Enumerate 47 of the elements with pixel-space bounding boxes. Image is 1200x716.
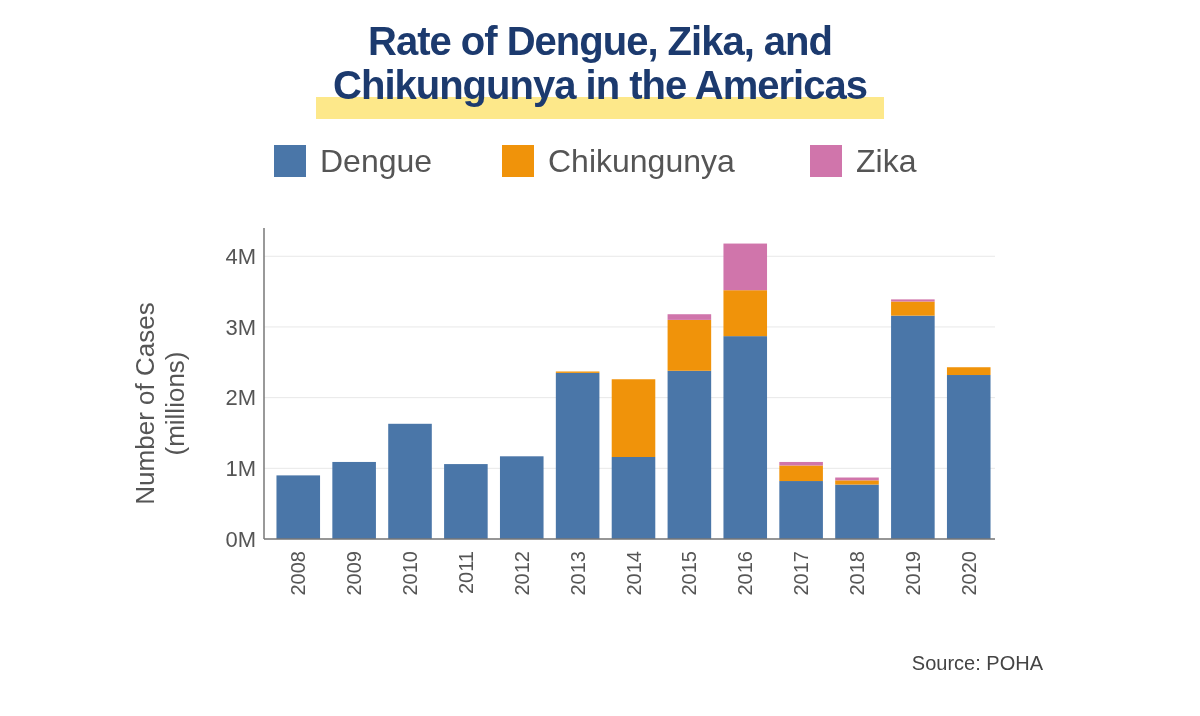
x-tick-label: 2018 (845, 551, 868, 596)
y-tick-label: 4M (225, 243, 256, 269)
bar (835, 484, 879, 539)
bar (667, 319, 712, 371)
bar (611, 457, 656, 539)
source-note: Source: POHA (911, 652, 1044, 674)
x-tick-label: 2010 (399, 551, 422, 596)
bar (667, 370, 712, 539)
x-tick-label: 2015 (678, 551, 701, 596)
x-tick-label: 2019 (901, 551, 924, 596)
bar (276, 475, 321, 539)
x-tick-label: 2012 (510, 551, 533, 596)
x-tick-label: 2011 (454, 551, 477, 595)
bar (835, 480, 879, 485)
x-tick-label: 2017 (790, 551, 813, 596)
bar (332, 461, 376, 539)
bar (723, 243, 768, 291)
y-tick-label: 1M (225, 456, 256, 482)
chart-title: Rate of Dengue, Zika, and Chikungunya in the Americas (333, 19, 867, 107)
bar (723, 290, 768, 337)
bar (499, 456, 544, 539)
x-tick-label: 2020 (957, 551, 980, 596)
bar (891, 299, 935, 302)
bar (611, 379, 656, 458)
y-tick-label: 0M (225, 526, 256, 552)
x-tick-label: 2016 (734, 551, 757, 596)
legend-label: Dengue (320, 143, 433, 179)
legend-label: Chikungunya (548, 143, 735, 179)
x-tick-label: 2014 (622, 551, 645, 596)
legend-label: Zika (856, 143, 917, 179)
bar (891, 301, 935, 316)
bar (891, 315, 935, 539)
bar (444, 464, 488, 539)
bar (388, 423, 432, 539)
bar (946, 375, 991, 539)
bar (946, 367, 991, 376)
x-tick-label: 2008 (287, 551, 310, 596)
bar (723, 336, 768, 539)
bar (779, 465, 823, 482)
y-axis-title: Number of Cases (millions) (130, 302, 190, 505)
y-tick-label: 3M (225, 314, 256, 340)
bar (667, 314, 712, 320)
x-tick-label: 2013 (566, 551, 589, 596)
y-tick-label: 2M (225, 385, 256, 411)
bar (555, 372, 600, 539)
x-tick-label: 2009 (343, 551, 366, 596)
bar (779, 481, 823, 539)
